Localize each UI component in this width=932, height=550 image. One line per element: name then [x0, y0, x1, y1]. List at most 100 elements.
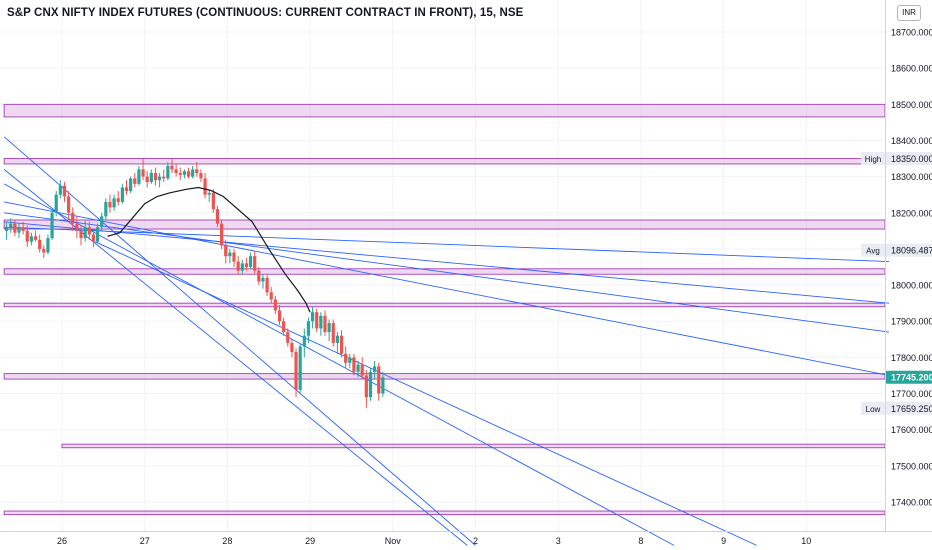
candle-body [290, 342, 294, 352]
candle-body [25, 230, 29, 242]
candle-body [257, 270, 261, 282]
x-tick-label: 2 [473, 536, 478, 546]
candle-body [253, 256, 257, 271]
candle-body [327, 323, 331, 333]
candle-body [232, 252, 236, 262]
trendline[interactable] [4, 226, 890, 263]
y-tick-label: 18200.000 [891, 208, 932, 218]
y-tick-label: 18600.000 [891, 64, 932, 74]
candle-body [360, 364, 364, 376]
candle-body [149, 173, 153, 183]
candle-body [54, 194, 58, 213]
price-zone[interactable] [3, 373, 886, 380]
candle-body [269, 292, 273, 300]
price-zone[interactable] [3, 103, 886, 118]
candle-body [368, 371, 373, 398]
candle-body [67, 196, 71, 213]
trendlines[interactable] [3, 136, 890, 546]
candle-body [373, 366, 377, 372]
x-tick-label: 27 [140, 536, 150, 546]
candle-body [265, 277, 269, 293]
trendline[interactable] [3, 136, 476, 546]
candle-body [182, 171, 186, 175]
chart-title: S&P CNX NIFTY INDEX FUTURES (CONTINUOUS:… [7, 7, 524, 19]
trendline[interactable] [4, 201, 890, 376]
price-zone[interactable] [3, 302, 886, 308]
y-tick-label: 17900.000 [891, 317, 932, 327]
trendline[interactable] [4, 221, 890, 304]
candle-body [273, 299, 277, 311]
x-tick-label: 29 [305, 536, 315, 546]
candle-body [116, 198, 120, 202]
y-tick-label: 17600.000 [891, 425, 932, 435]
candle-body [240, 263, 244, 271]
candle-body [33, 236, 38, 240]
candle-body [13, 223, 17, 233]
candle-body [91, 234, 96, 242]
candle-body [315, 312, 319, 329]
price-zone[interactable] [3, 268, 886, 275]
x-axis-tick-labels: 26 27 28 29 Nov 2 3 8 9 10 [57, 536, 811, 546]
candle-body [282, 321, 286, 333]
price-tag-name: Avg [866, 247, 880, 256]
candle-body [186, 171, 191, 177]
candle-body [348, 357, 352, 363]
currency-button[interactable]: INR [897, 5, 921, 21]
trendline[interactable] [3, 183, 675, 546]
price-labels: 18350.000 High 18096.487 Avg 17745.200 17659.… [861, 152, 932, 415]
candle-body [352, 357, 356, 372]
current-price-value: 17745.200 [891, 373, 932, 383]
candle-body [236, 261, 240, 271]
candle-body [335, 335, 339, 343]
candle-body [124, 187, 129, 192]
candle-body [302, 335, 306, 347]
candle-body [21, 227, 25, 231]
current-price-tag [886, 370, 932, 384]
candle-body [261, 277, 265, 282]
y-axis-tick-labels: 17400.000 17500.000 17600.000 17700.000 1780… [891, 28, 932, 508]
candle-body [58, 185, 62, 195]
price-tag-value: 18096.487 [891, 246, 932, 256]
candle-body [112, 198, 116, 208]
candle-body [224, 245, 228, 257]
price-tag-bg [886, 243, 932, 257]
candle-body [244, 263, 249, 267]
support-resistance-zones[interactable] [3, 103, 886, 516]
price-tag-name: Low [866, 405, 881, 414]
y-tick-label: 18300.000 [891, 172, 932, 182]
price-tag-name-bg [861, 243, 885, 257]
candle-body [319, 315, 323, 329]
trendline[interactable] [94, 241, 757, 546]
y-tick-label: 17700.000 [891, 389, 932, 399]
y-tick-label: 17400.000 [891, 498, 932, 508]
x-tick-label: 10 [801, 536, 811, 546]
candle-body [38, 239, 42, 249]
candle-body [157, 176, 162, 181]
y-tick-label: 17500.000 [891, 461, 932, 471]
y-tick-label: 18400.000 [891, 136, 932, 146]
candle-body [120, 187, 124, 202]
candle-body [381, 377, 385, 394]
candle-body [79, 230, 83, 239]
candle-body [141, 169, 145, 177]
moving-average-line [107, 186, 311, 313]
candle-body [9, 223, 13, 228]
candle-body [133, 178, 137, 184]
price-tag-value: 17659.250 [891, 404, 932, 414]
candle-body [95, 227, 100, 242]
price-zone[interactable] [3, 158, 886, 165]
trendline[interactable] [4, 212, 890, 333]
price-zone[interactable] [3, 510, 886, 516]
candles [4, 158, 385, 408]
candle-body [298, 346, 302, 390]
candle-body [42, 248, 46, 253]
grid-lines [0, 0, 885, 531]
x-tick-label: 8 [638, 536, 643, 546]
candle-body [191, 169, 195, 177]
candle-body [211, 192, 215, 210]
price-zone[interactable] [61, 443, 886, 449]
candle-body [203, 178, 207, 195]
candle-body [377, 366, 381, 394]
candle-body [364, 375, 368, 398]
